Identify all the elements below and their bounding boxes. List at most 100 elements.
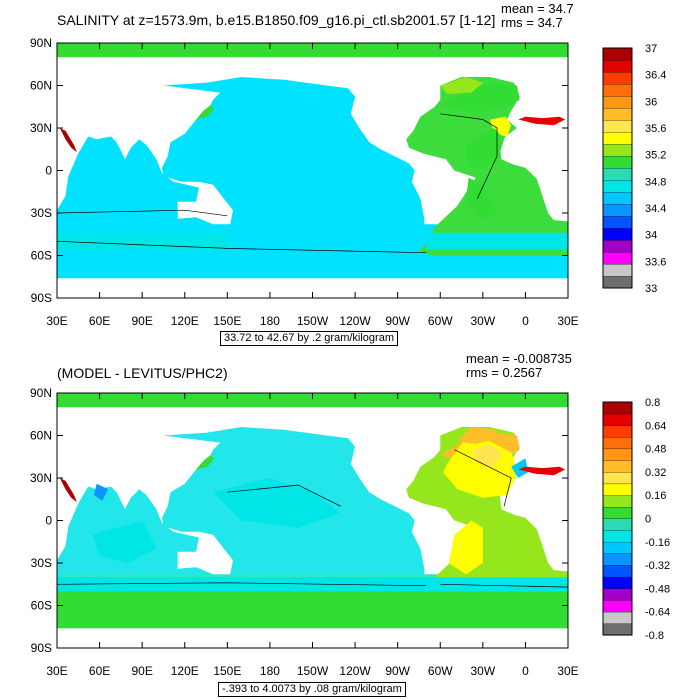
iberia-negative [511, 458, 529, 478]
colorbar-label: 34.8 [645, 176, 666, 188]
southern-green-band [57, 591, 568, 629]
x-tick-label: 90E [131, 314, 152, 328]
north-atlantic-subpolar [440, 82, 520, 111]
rms-label: rms = 0.2567 [466, 365, 543, 380]
mean-label: mean = 34.7 [501, 1, 574, 16]
contour-line [440, 113, 498, 199]
x-axis: 30E 60E 90E 120E 150E 180 150W 120W 90W 60W 30W 0 30… [46, 393, 579, 678]
mean-label: mean = -0.008735 [466, 351, 572, 366]
colorbar-swatch [602, 215, 633, 229]
colorbar-swatch [602, 227, 633, 241]
x-tick-label: 120E [171, 664, 199, 678]
pacific-ocean [162, 77, 431, 256]
x-tick-label: 150W [297, 314, 329, 328]
contour-line [227, 484, 342, 507]
colorbar-swatch [602, 143, 633, 157]
x-tick-label: 30E [46, 314, 67, 328]
y-tick-label: 90N [30, 36, 52, 50]
colorbar-swatch [602, 251, 633, 265]
colorbar-label: 36 [645, 96, 657, 108]
colorbar-swatch [602, 107, 633, 121]
y-tick-label: 30S [31, 556, 52, 570]
colorbar-swatch [602, 425, 633, 438]
colorbar-label: 0.16 [645, 490, 666, 502]
colorbar-label: 33.6 [645, 256, 666, 268]
x-tick-label: 120W [339, 314, 371, 328]
colorbar-swatch [602, 529, 633, 543]
colorbar-swatch [602, 448, 633, 461]
colorbar-swatch [602, 588, 633, 601]
colorbar-swatch [602, 119, 633, 133]
x-tick-label: 60W [428, 664, 453, 678]
x-tick-label: 30W [470, 314, 495, 328]
colorbar-swatch [602, 506, 633, 519]
mediterranean [518, 116, 566, 126]
colorbar-swatch [602, 59, 633, 73]
tropical-atlantic-patch [465, 128, 505, 171]
x-tick-label: 0 [522, 314, 529, 328]
colorbar: 33 33.6 34 34.4 34.8 35.2 35.6 36 36.4 37 [602, 43, 666, 295]
colorbar-label: 36.4 [645, 70, 666, 82]
contour-line [440, 583, 568, 588]
japan-sea [196, 105, 215, 120]
x-tick-label: 120E [171, 314, 199, 328]
colorbar-swatch [602, 599, 633, 613]
chart-title: SALINITY at z=1573.9m, b.e15.B1850.f09_g… [57, 12, 496, 28]
colorbar-swatch [602, 131, 633, 145]
colorbar-label: -0.48 [645, 583, 670, 595]
y-tick-label: 30S [31, 206, 52, 220]
x-tick-label: 30E [557, 664, 578, 678]
contour-line [57, 240, 427, 254]
colorbar-swatch [602, 553, 633, 566]
difference-field [57, 393, 568, 648]
colorbar-label: 34 [645, 230, 657, 242]
japan-sea [196, 455, 215, 470]
acc-band-atlantic [426, 232, 568, 250]
colorbar-swatch [602, 203, 633, 217]
x-tick-label: 90E [131, 664, 152, 678]
y-axis: 90N 60N 30N 0 30S 60S 90S [30, 386, 568, 655]
red-sea [59, 128, 77, 153]
colorbar-swatch [602, 623, 633, 636]
colorbar-label: 34.4 [645, 203, 666, 215]
y-tick-label: 60S [31, 249, 52, 263]
contour-range-label: -.393 to 4.0073 by .08 gram/kilogram [218, 682, 406, 697]
colorbar-swatch [602, 83, 633, 97]
contour-range-label: 33.72 to 42.67 by .2 gram/kilogram [220, 331, 398, 346]
y-tick-label: 0 [45, 514, 52, 528]
colorbar-label: 35.6 [645, 123, 666, 135]
colorbar-label: 0.64 [645, 420, 666, 432]
south-atlantic-positive [448, 520, 483, 575]
contour-line [57, 209, 228, 217]
x-tick-label: 30W [470, 664, 495, 678]
north-atlantic-strong-positive [471, 444, 503, 467]
colorbar-swatch [602, 191, 633, 205]
colorbar-swatch [602, 518, 633, 531]
colorbar: -0.8 -0.64 -0.48 -0.32 -0.16 0 0.16 0.32 0.48 0.6… [602, 397, 670, 642]
colorbar-swatch [602, 471, 633, 485]
y-tick-label: 30N [30, 121, 52, 135]
south-atlantic-patch [465, 177, 497, 219]
difference-map: 30E 60E 90E 120E 150E 180 150W 120W 90W 60W 30W 0 30… [30, 386, 670, 678]
colorbar-label: 33 [645, 283, 657, 295]
colorbar-label: -0.16 [645, 537, 670, 549]
x-tick-label: 0 [522, 664, 529, 678]
y-tick-label: 90S [31, 291, 52, 305]
rms-label: rms = 34.7 [501, 15, 563, 30]
x-tick-label: 180 [260, 664, 280, 678]
y-tick-label: 30N [30, 471, 52, 485]
y-tick-label: 60N [30, 429, 52, 443]
x-tick-label: 60W [428, 314, 453, 328]
colorbar-swatch [602, 564, 633, 578]
x-axis: 30E 60E 90E 120E 150E 180 150W 120W 90W 60W 30W 0 30… [46, 43, 579, 328]
y-tick-label: 90N [30, 386, 52, 400]
labrador-positive [457, 427, 497, 444]
colorbar-swatch [602, 576, 633, 589]
difference-panel: 30E 60E 90E 120E 150E 180 150W 120W 90W 60W 30W 0 30… [0, 350, 700, 700]
colorbar-swatch [602, 179, 633, 193]
colorbar-swatch [602, 95, 633, 109]
x-tick-label: 120W [339, 664, 371, 678]
colorbar-swatch [602, 167, 633, 181]
colorbar-frame [602, 47, 633, 289]
arabian-sea-patch [93, 483, 109, 501]
